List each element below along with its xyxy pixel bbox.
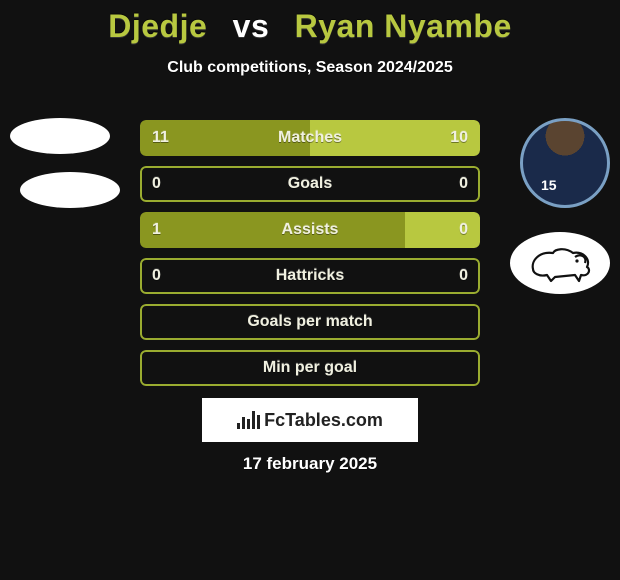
stat-label: Matches	[140, 120, 480, 156]
stat-row: Goals per match	[140, 304, 480, 340]
title-vs: vs	[233, 8, 270, 44]
title-player1: Djedje	[108, 8, 207, 44]
subtitle: Club competitions, Season 2024/2025	[0, 59, 620, 77]
stat-value-right: 0	[459, 166, 468, 202]
player2-club-badge	[510, 232, 610, 294]
stat-label: Goals	[140, 166, 480, 202]
ram-icon	[525, 243, 595, 283]
stat-value-right: 10	[450, 120, 468, 156]
stat-label: Hattricks	[140, 258, 480, 294]
comparison-chart: Matches1110Goals00Assists10Hattricks00Go…	[140, 120, 480, 396]
stat-row: Assists1 0	[140, 212, 480, 248]
player1-club-badge-placeholder	[20, 172, 120, 208]
stat-row: Min per goal	[140, 350, 480, 386]
page-title: Djedje vs Ryan Nyambe	[0, 0, 620, 45]
title-player2: Ryan Nyambe	[295, 8, 512, 44]
stat-label: Assists	[140, 212, 480, 248]
watermark: FcTables.com	[202, 398, 418, 442]
stat-value-left: 1	[152, 212, 161, 248]
stat-row: Hattricks0 0	[140, 258, 480, 294]
stat-value-left: 0	[152, 258, 161, 294]
watermark-text: FcTables.com	[264, 410, 383, 431]
stat-label: Min per goal	[140, 350, 480, 386]
stat-value-right: 0	[459, 212, 468, 248]
player2-avatar: 15	[520, 118, 610, 208]
stat-value-left: 11	[152, 120, 169, 156]
date-label: 17 february 2025	[0, 454, 620, 474]
stat-value-left: 0	[152, 166, 161, 202]
stat-label: Goals per match	[140, 304, 480, 340]
stat-value-right: 0	[459, 258, 468, 294]
player1-avatar-placeholder	[10, 118, 110, 154]
watermark-bars-icon	[237, 411, 260, 429]
stat-row: Goals0 0	[140, 166, 480, 202]
player2-shirt-number: 15	[541, 177, 557, 193]
stat-row: Matches11 10	[140, 120, 480, 156]
